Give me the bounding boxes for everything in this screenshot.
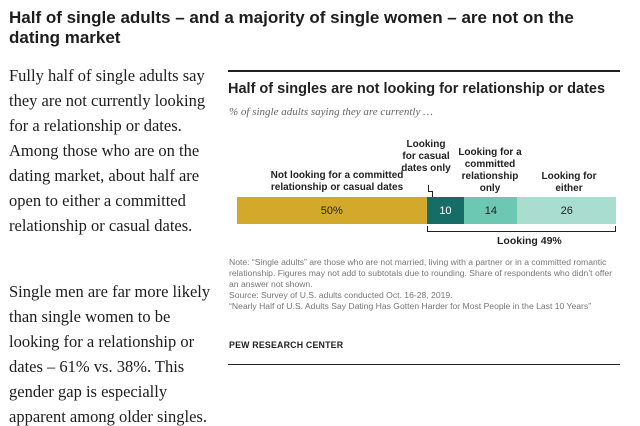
- label-leader-horizontal: [428, 191, 433, 192]
- bar-segment-either: 26: [517, 197, 616, 224]
- bar-value-label-either: 26: [560, 204, 573, 217]
- figure-note: Note: “Single adults” are those who are …: [229, 257, 612, 289]
- figure-subtitle: % of single adults saying they are curre…: [229, 106, 433, 118]
- category-label-not-looking: Not looking for a committed relationship…: [270, 170, 404, 193]
- headline: Half of single adults – and a majority o…: [9, 8, 574, 47]
- figure-report-title: “Nearly Half of U.S. Adults Say Dating H…: [229, 301, 592, 311]
- bar-segment-casual-only: 10: [426, 197, 465, 224]
- figure-source: Source: Survey of U.S. adults conducted …: [229, 290, 453, 300]
- net-bracket-left-tick: [426, 226, 428, 232]
- category-label-either: Looking for either: [541, 171, 597, 194]
- net-bracket-right-tick: [615, 226, 616, 232]
- body-paragraph-2: Single men are far more likely than sing…: [9, 282, 211, 426]
- bar-segment-not-looking: 50%: [237, 197, 427, 224]
- bar-value-label-casual-only: 10: [439, 204, 452, 217]
- net-label-looking: Looking 49%: [497, 235, 562, 247]
- category-label-casual-only: Looking for casual dates only: [401, 139, 451, 174]
- label-leader-vertical-left: [428, 185, 429, 192]
- bar-value-label-committed-only: 14: [484, 204, 498, 217]
- label-leader-vertical-right: [432, 191, 433, 197]
- bar-segment-committed-only: 14: [464, 197, 518, 224]
- figure-credit: PEW RESEARCH CENTER: [229, 340, 344, 350]
- figure-notes: Note: “Single adults” are those who are …: [229, 257, 621, 312]
- category-label-committed-only: Looking for a committed relationship onl…: [458, 147, 522, 194]
- figure-title: Half of singles are not looking for rela…: [228, 81, 606, 97]
- net-bracket-line: [426, 231, 616, 232]
- figure-top-rule: [228, 70, 620, 72]
- body-paragraph-1: Fully half of single adults say they are…: [9, 66, 206, 235]
- bar-value-label-not-looking: 50%: [320, 204, 343, 217]
- figure-bottom-rule: [228, 364, 620, 365]
